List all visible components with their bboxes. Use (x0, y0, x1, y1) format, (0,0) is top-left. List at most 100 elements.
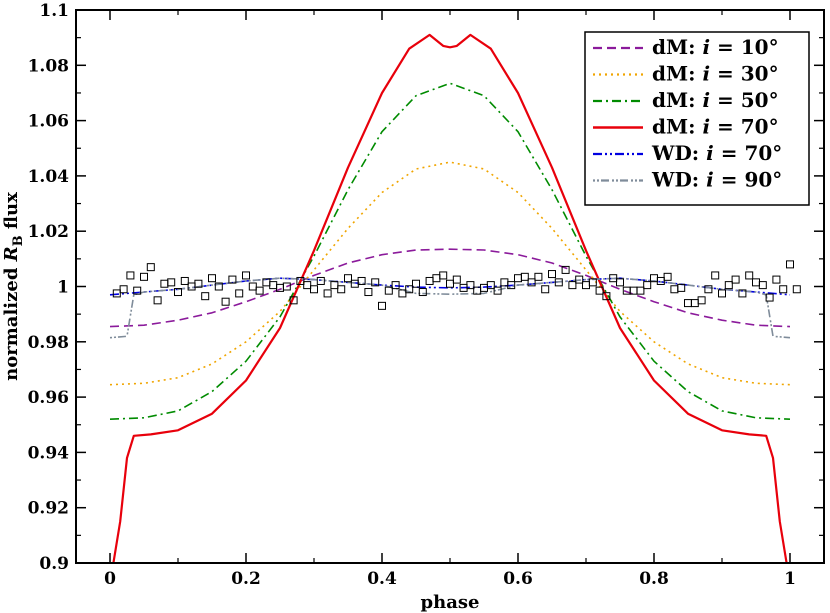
y-axis-title: normalized RB flux (1, 192, 26, 381)
series-line (109, 277, 791, 296)
data-point-marker (289, 296, 298, 305)
y-tick-label: 0.94 (28, 443, 70, 463)
data-point-marker (466, 281, 475, 290)
data-point-marker (718, 289, 726, 298)
legend-entry-variable: i (702, 35, 710, 59)
axis-ticks (76, 9, 824, 564)
data-point-marker (412, 279, 420, 288)
data-point-marker (731, 275, 740, 284)
data-point-marker (344, 274, 352, 283)
data-point-marker (452, 275, 461, 284)
y-axis-title-subscript: B (11, 235, 26, 246)
data-point-marker (792, 285, 801, 294)
data-point-marker (310, 285, 318, 294)
data-point-marker (146, 263, 155, 272)
data-point-marker (208, 274, 216, 283)
legend-box (584, 31, 810, 206)
data-point-marker (554, 278, 563, 287)
x-tick-label: 1 (784, 569, 796, 589)
x-tick-label: 0.6 (503, 569, 533, 589)
data-point-marker (738, 289, 747, 298)
y-axis-title-suffix: flux (1, 192, 22, 235)
data-point-marker (772, 275, 781, 284)
data-point-marker (677, 283, 686, 292)
legend-entry-value: = 50° (710, 88, 779, 112)
data-point-marker (337, 285, 346, 294)
data-point-marker (588, 278, 597, 287)
data-point-marker (602, 292, 611, 301)
x-tick-label: 0.4 (367, 569, 397, 589)
data-point-marker (153, 296, 162, 305)
data-point-marker (446, 279, 454, 288)
y-axis-title-symbol: R (1, 246, 22, 262)
data-point-marker (786, 260, 794, 269)
data-point-marker (201, 292, 210, 301)
legend-entry: dM: i = 50° (652, 88, 779, 112)
data-point-marker (398, 289, 407, 298)
data-point-marker (323, 289, 332, 298)
data-point-marker (418, 288, 427, 297)
data-point-marker (561, 265, 570, 274)
data-point-marker (371, 278, 380, 287)
legend-entry-value: = 70° (714, 141, 783, 165)
y-tick-label: 1.02 (28, 222, 69, 242)
data-point-marker (486, 281, 495, 290)
data-point-marker (697, 296, 706, 305)
data-point-marker (711, 271, 720, 280)
y-axis-title-prefix: normalized (1, 261, 22, 381)
data-point-marker (391, 281, 400, 290)
data-point-marker (384, 286, 393, 295)
legend-entry-value: = 10° (710, 35, 779, 59)
data-point-marker (296, 276, 305, 285)
data-point-marker (541, 285, 550, 294)
data-point-marker (656, 276, 665, 285)
data-point-marker (378, 301, 386, 310)
data-point-marker (235, 289, 244, 298)
series-line (112, 33, 788, 564)
data-point-marker (180, 276, 189, 285)
y-tick-label: 0.92 (28, 499, 69, 519)
legend-entry-value: = 70° (710, 115, 779, 139)
data-point-marker (609, 274, 618, 283)
data-point-marker (779, 285, 788, 294)
legend-entry-prefix: dM: (652, 35, 702, 59)
data-point-marker (242, 271, 250, 280)
data-point-marker (534, 272, 543, 281)
data-point-marker (330, 281, 339, 290)
legend-entry-prefix: WD: (651, 141, 706, 165)
legend-entry: dM: i = 10° (652, 35, 779, 59)
data-point-marker (282, 282, 291, 291)
data-point-marker (595, 286, 604, 295)
data-point-marker (439, 271, 448, 280)
legend-entry: WD: i = 70° (651, 141, 782, 165)
data-point-marker (194, 279, 203, 288)
data-point-marker (303, 281, 312, 290)
data-point-marker (119, 285, 128, 294)
legend-entry-variable: i (702, 115, 710, 139)
data-point-marker (214, 282, 223, 291)
data-point-marker (126, 271, 135, 280)
y-tick-label: 1.06 (28, 112, 69, 132)
y-tick-label: 0.98 (28, 333, 69, 353)
series-line (109, 277, 791, 339)
data-point-marker (575, 275, 584, 284)
y-tick-label: 1 (57, 278, 69, 298)
data-point-marker (174, 288, 182, 297)
data-point-marker (616, 278, 624, 287)
data-point-marker (221, 297, 230, 306)
data-point-marker (248, 282, 257, 291)
data-point-marker (745, 271, 754, 280)
x-axis-title: phase (421, 592, 480, 613)
data-point-marker (636, 286, 645, 295)
data-point-marker (112, 289, 121, 298)
legend-entry-variable: i (706, 141, 714, 165)
data-point-marker (364, 288, 373, 297)
data-point-marker (228, 275, 237, 284)
x-tick-label: 0.2 (231, 569, 261, 589)
data-point-marker (167, 278, 176, 287)
legend-entry: WD: i = 90° (651, 168, 782, 192)
y-tick-label: 1.04 (28, 167, 70, 187)
series-curves (109, 33, 791, 564)
x-tick-label: 0.8 (639, 569, 669, 589)
data-point-marker (493, 286, 502, 295)
